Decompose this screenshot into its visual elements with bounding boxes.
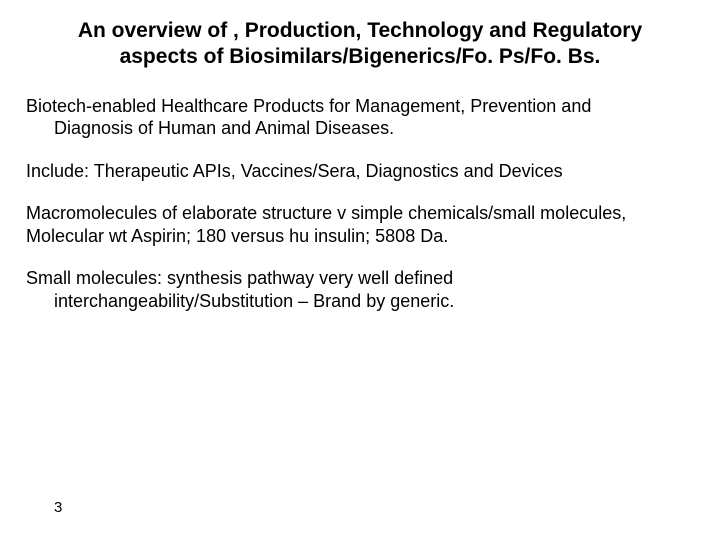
para1-line1: Biotech-enabled Healthcare Products for … bbox=[26, 96, 591, 116]
slide: An overview of , Production, Technology … bbox=[0, 0, 720, 540]
para4-line1: Small molecules: synthesis pathway very … bbox=[26, 268, 453, 288]
para2-text: Include: Therapeutic APIs, Vaccines/Sera… bbox=[26, 161, 563, 181]
title-line-2: aspects of Biosimilars/Bigenerics/Fo. Ps… bbox=[120, 45, 601, 68]
para4-line2: interchangeability/Substitution – Brand … bbox=[26, 290, 694, 313]
slide-title: An overview of , Production, Technology … bbox=[0, 0, 720, 77]
paragraph-4: Small molecules: synthesis pathway very … bbox=[26, 267, 694, 312]
paragraph-1: Biotech-enabled Healthcare Products for … bbox=[26, 95, 694, 140]
page-number: 3 bbox=[54, 499, 62, 516]
paragraph-2: Include: Therapeutic APIs, Vaccines/Sera… bbox=[26, 160, 694, 183]
para1-line2: Diagnosis of Human and Animal Diseases. bbox=[26, 117, 694, 140]
para3-line2: Molecular wt Aspirin; 180 versus hu insu… bbox=[26, 226, 448, 246]
paragraph-3: Macromolecules of elaborate structure v … bbox=[26, 202, 694, 247]
para3-line1: Macromolecules of elaborate structure v … bbox=[26, 203, 626, 223]
title-line-1: An overview of , Production, Technology … bbox=[78, 19, 642, 42]
slide-body: Biotech-enabled Healthcare Products for … bbox=[0, 77, 720, 313]
